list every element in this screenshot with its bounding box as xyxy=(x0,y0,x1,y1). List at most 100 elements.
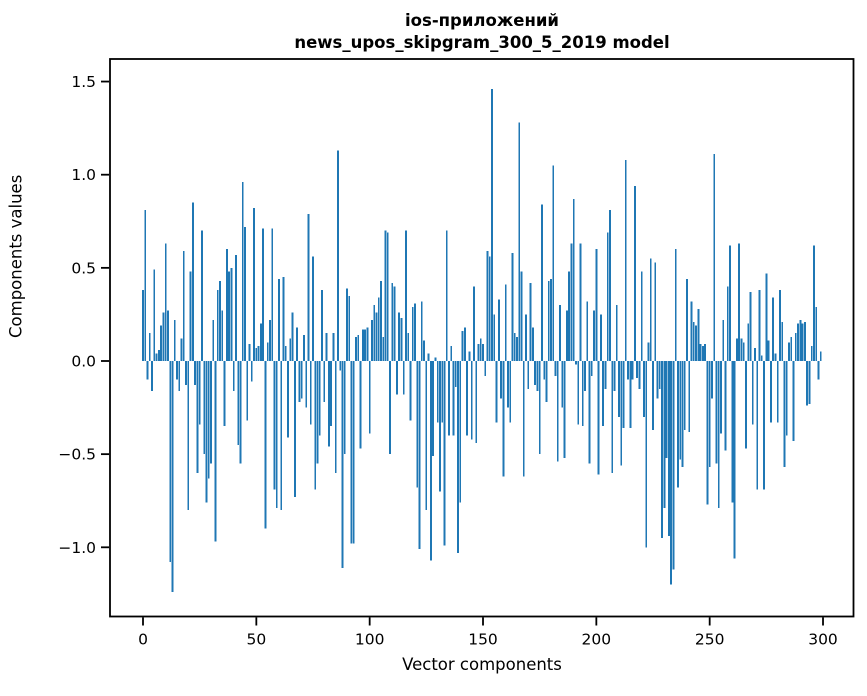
bar xyxy=(380,280,382,361)
bar xyxy=(488,256,491,361)
bar xyxy=(289,338,292,361)
bar xyxy=(167,310,169,361)
bar xyxy=(341,361,344,568)
bar xyxy=(609,210,611,361)
bar xyxy=(169,361,172,563)
bar xyxy=(713,154,716,361)
bar xyxy=(527,361,530,389)
bar xyxy=(473,286,475,361)
bar xyxy=(599,314,602,362)
bar xyxy=(797,323,799,361)
bar xyxy=(815,306,818,361)
bar xyxy=(414,303,416,361)
bar xyxy=(547,280,550,361)
bar xyxy=(810,346,813,361)
bar xyxy=(661,361,663,538)
bar xyxy=(520,271,523,361)
bar xyxy=(543,361,546,380)
bar xyxy=(681,361,684,468)
bar xyxy=(418,361,421,550)
bar xyxy=(579,243,582,361)
bar xyxy=(201,230,203,361)
bar xyxy=(645,361,648,548)
bar xyxy=(409,361,412,421)
bar xyxy=(749,292,752,361)
bar xyxy=(291,312,294,361)
bar xyxy=(706,361,709,505)
bar xyxy=(439,361,441,492)
bar xyxy=(287,361,289,438)
bar xyxy=(565,310,568,361)
bar xyxy=(624,159,627,361)
bar xyxy=(715,361,718,464)
bar xyxy=(373,305,376,361)
bar xyxy=(278,279,280,361)
bar xyxy=(522,361,525,477)
bar xyxy=(366,327,369,361)
bar xyxy=(402,361,405,395)
bar xyxy=(640,271,643,361)
bar xyxy=(253,208,255,361)
bar xyxy=(361,329,364,361)
bar xyxy=(774,353,777,361)
bar xyxy=(296,327,299,361)
bar xyxy=(717,361,720,509)
bar xyxy=(572,198,575,361)
bar xyxy=(144,210,147,361)
bar xyxy=(724,361,727,451)
bar xyxy=(602,361,605,427)
y-tick-label: 1.5 xyxy=(71,73,96,91)
bar xyxy=(513,333,516,362)
bar xyxy=(221,310,224,361)
bar xyxy=(212,320,215,361)
bar xyxy=(769,361,772,423)
bar xyxy=(760,355,763,361)
bar xyxy=(622,361,625,429)
bar xyxy=(142,290,144,361)
bar xyxy=(692,321,695,361)
bar xyxy=(305,361,308,408)
bar xyxy=(441,361,444,423)
x-axis-label: Vector components xyxy=(402,655,562,674)
bar xyxy=(701,346,704,361)
bar xyxy=(803,321,806,361)
bar xyxy=(391,282,394,361)
bar xyxy=(699,344,702,361)
bar xyxy=(191,202,194,361)
bar xyxy=(817,361,820,380)
bar xyxy=(677,361,679,488)
bar xyxy=(423,340,425,361)
bar xyxy=(554,361,557,376)
bar xyxy=(244,226,246,361)
bar xyxy=(556,361,559,462)
bar xyxy=(475,361,478,443)
bar xyxy=(536,361,539,391)
bar xyxy=(264,361,267,529)
x-tick-label: 0 xyxy=(138,631,148,649)
bar xyxy=(604,361,607,389)
x-tick-label: 150 xyxy=(468,631,498,649)
bar xyxy=(808,361,811,404)
bar xyxy=(529,282,532,361)
y-tick-label: 0.0 xyxy=(71,353,96,371)
bar xyxy=(398,312,401,361)
bar xyxy=(223,361,226,427)
bar xyxy=(298,361,301,402)
bar xyxy=(300,361,303,399)
y-tick-label: −1.0 xyxy=(58,539,96,557)
bar xyxy=(588,361,591,464)
bar xyxy=(799,320,802,361)
bar xyxy=(323,361,326,402)
bar xyxy=(606,232,609,361)
bar xyxy=(568,271,571,361)
bar xyxy=(783,361,786,468)
bar xyxy=(448,361,450,436)
bar xyxy=(486,251,489,361)
bar xyxy=(148,333,151,362)
bar xyxy=(493,314,496,362)
bar xyxy=(482,344,484,361)
axes-spines xyxy=(109,58,855,618)
bar xyxy=(450,346,453,361)
bar xyxy=(198,361,201,425)
bar xyxy=(613,361,616,391)
